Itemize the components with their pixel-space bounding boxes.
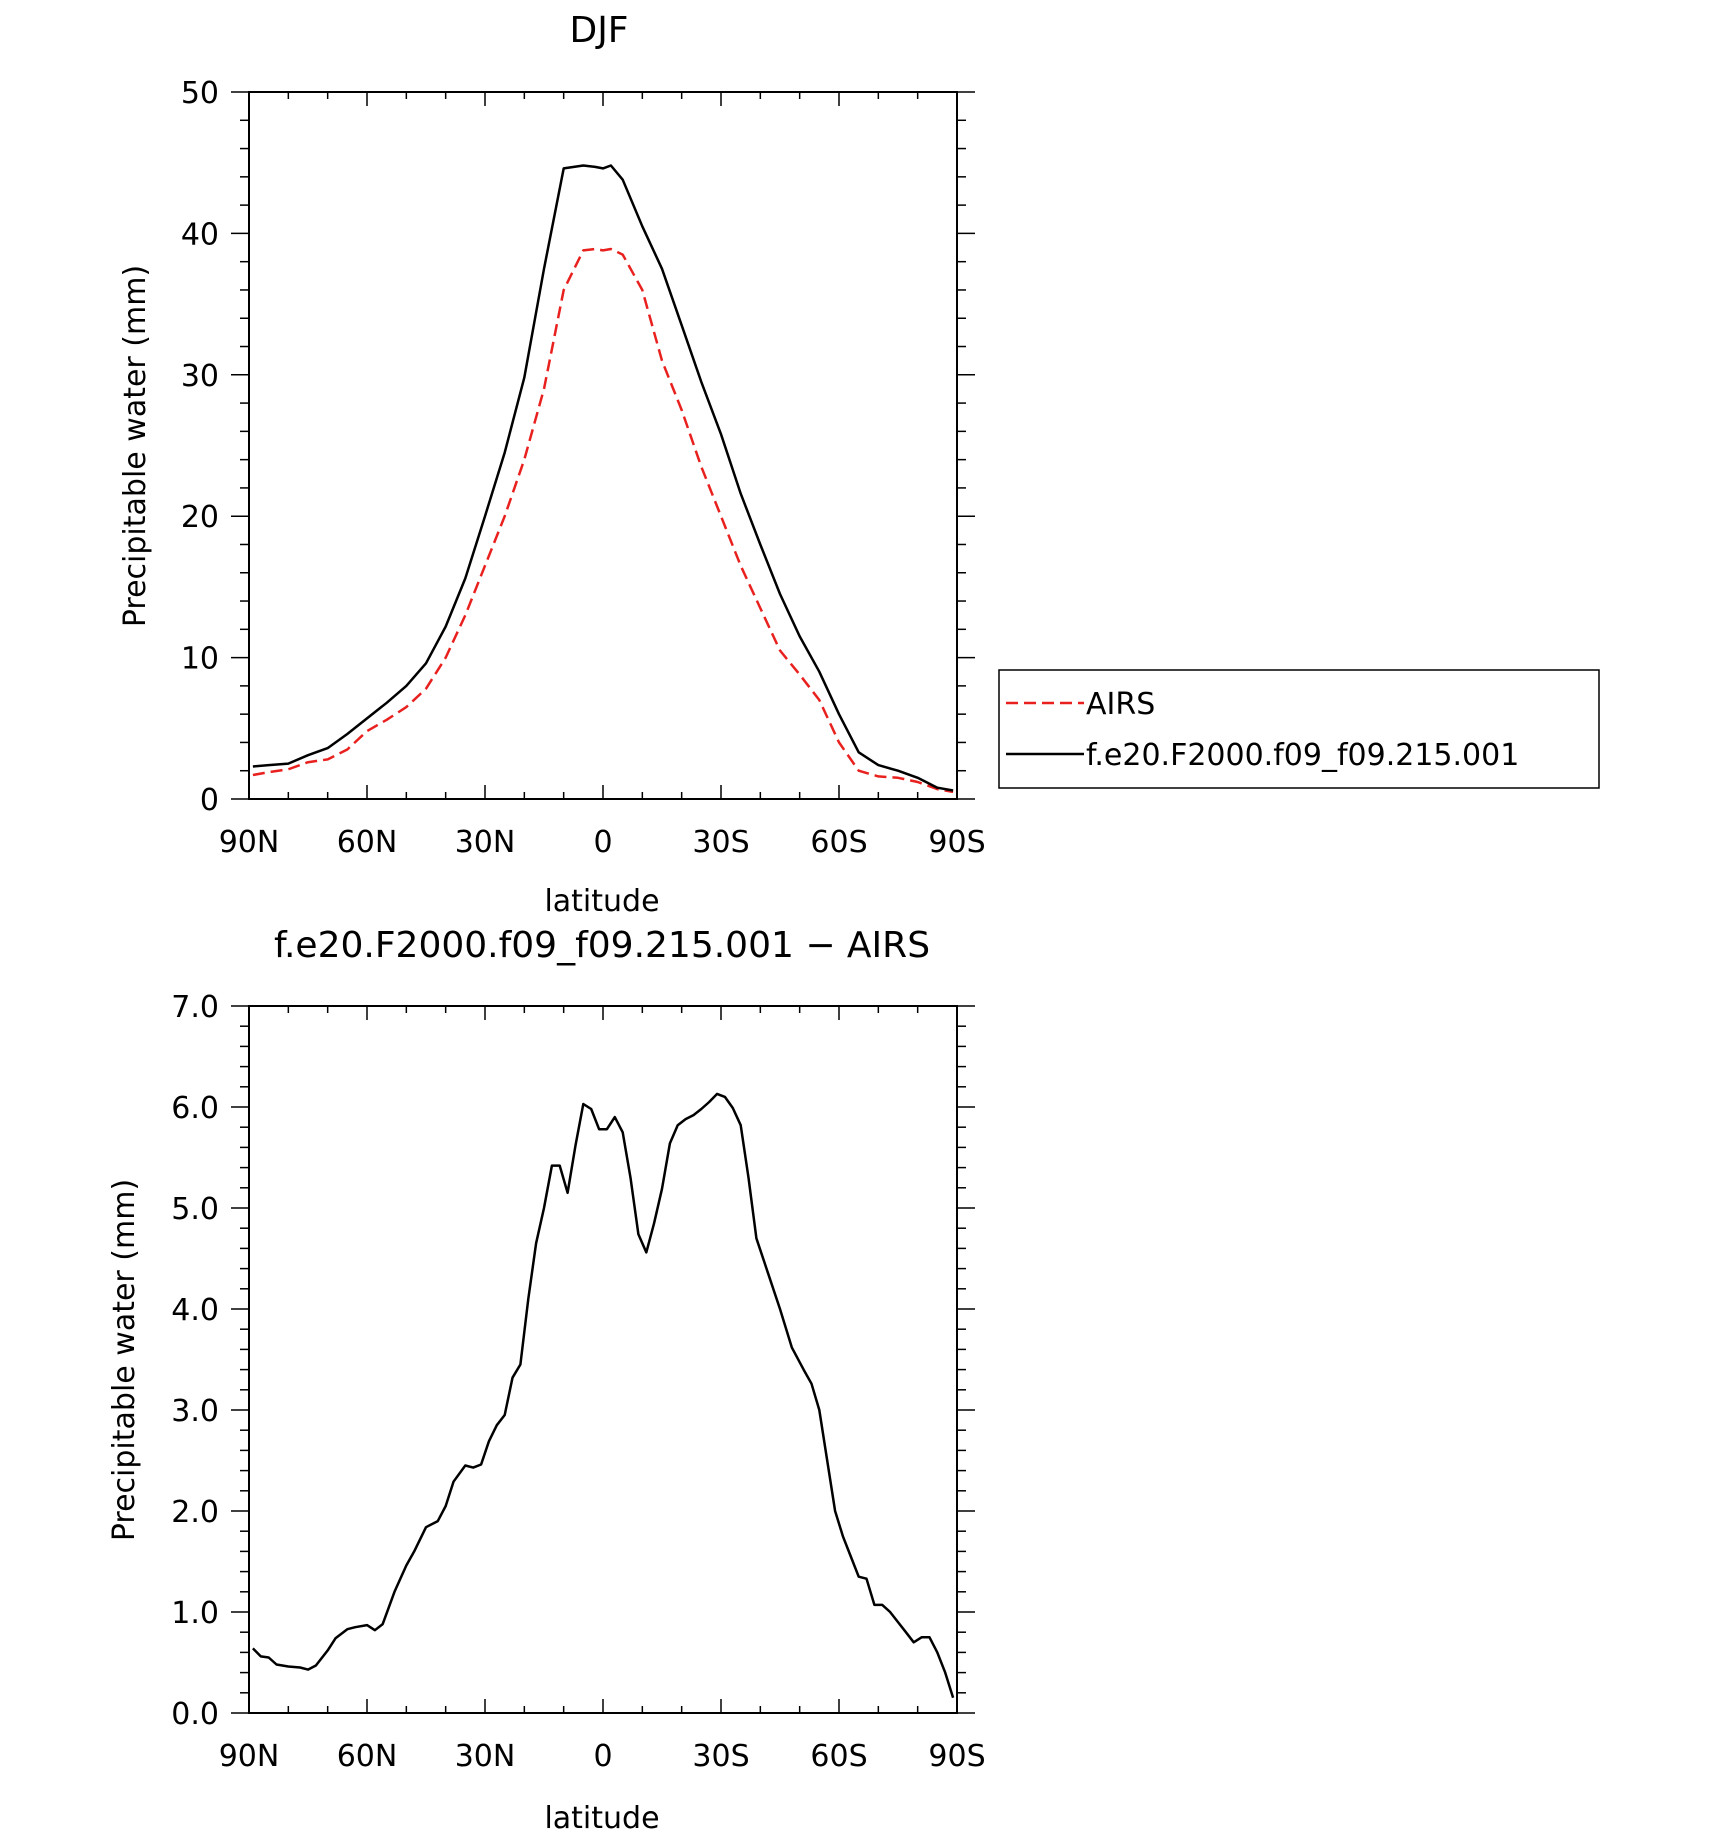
top-series-line-0	[252, 247, 954, 794]
bottom-y-tick-label: 6.0	[171, 1091, 219, 1126]
bottom-y-tick-label: 3.0	[171, 1394, 219, 1429]
top-axes	[231, 91, 975, 800]
bottom-x-tick-label: 60S	[810, 1739, 867, 1774]
bottom-y-tick-label: 4.0	[171, 1293, 219, 1328]
bottom-y-ticks: 0.0 1.0 2.0 3.0 4.0 5.0 6.0 7.0	[171, 990, 219, 1732]
top-plot-frame	[248, 91, 958, 800]
bottom-x-tick-label: 90N	[219, 1739, 280, 1774]
top-x-tick-label: 90N	[219, 825, 280, 860]
bottom-y-axis-label: Precipitable water (mm)	[107, 1179, 142, 1541]
bottom-x-tick-label: 30N	[455, 1739, 516, 1774]
legend-label-model: f.e20.F2000.f09_f09.215.001	[1086, 738, 1519, 773]
bottom-y-tick-label: 2.0	[171, 1495, 219, 1530]
bottom-series-group	[252, 1092, 955, 1699]
bottom-x-tick-label: 60N	[337, 1739, 398, 1774]
bottom-y-tick-label: 7.0	[171, 990, 219, 1025]
top-x-tick-label: 0	[593, 825, 612, 860]
top-panel: DJF latitude Precipitable water (mm) 90N…	[118, 10, 1600, 919]
top-chart-title: DJF	[569, 10, 628, 51]
bottom-axes	[231, 1005, 975, 1714]
top-y-tick-label: 10	[181, 642, 219, 677]
top-x-tick-label: 60S	[810, 825, 867, 860]
top-y-axis-label: Precipitable water (mm)	[118, 265, 153, 627]
legend-box	[998, 669, 1600, 789]
top-x-tick-label: 30S	[692, 825, 749, 860]
bottom-y-tick-label: 5.0	[171, 1192, 219, 1227]
top-y-tick-label: 50	[181, 76, 219, 111]
bottom-x-tick-label: 90S	[928, 1739, 985, 1774]
top-x-tick-label: 30N	[455, 825, 516, 860]
top-y-tick-label: 30	[181, 359, 219, 394]
legend: AIRS f.e20.F2000.f09_f09.215.001	[998, 669, 1600, 789]
bottom-series-line-0	[252, 1092, 955, 1699]
bottom-y-tick-label: 1.0	[171, 1596, 219, 1631]
top-x-tick-label: 90S	[928, 825, 985, 860]
top-y-tick-label: 40	[181, 217, 219, 252]
bottom-x-axis-label: latitude	[544, 1801, 659, 1836]
bottom-chart-title: f.e20.F2000.f09_f09.215.001 − AIRS	[274, 925, 930, 966]
top-x-tick-label: 60N	[337, 825, 398, 860]
bottom-x-tick-label: 0	[593, 1739, 612, 1774]
bottom-x-ticks: 90N 60N 30N 0 30S 60S 90S	[219, 1739, 986, 1774]
top-y-tick-label: 0	[200, 783, 219, 818]
bottom-panel: f.e20.F2000.f09_f09.215.001 − AIRS latit…	[107, 925, 986, 1836]
bottom-x-tick-label: 30S	[692, 1739, 749, 1774]
top-y-ticks: 0 10 20 30 40 50	[181, 76, 219, 818]
top-series-line-1	[252, 164, 954, 792]
top-x-axis-label: latitude	[544, 884, 659, 919]
bottom-plot-frame	[248, 1005, 958, 1714]
top-y-tick-label: 20	[181, 500, 219, 535]
bottom-y-tick-label: 0.0	[171, 1697, 219, 1732]
legend-label-airs: AIRS	[1086, 687, 1155, 722]
top-x-ticks: 90N 60N 30N 0 30S 60S 90S	[219, 825, 986, 860]
top-series-group	[252, 164, 954, 794]
